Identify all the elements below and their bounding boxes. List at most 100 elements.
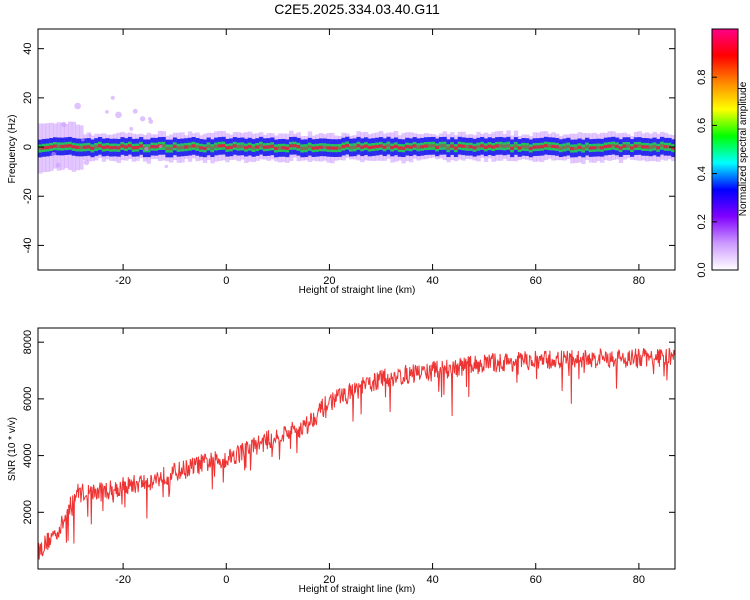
heatmap-cell bbox=[86, 145, 92, 149]
heatmap-cell bbox=[307, 145, 313, 149]
heatmap-cell bbox=[266, 145, 271, 149]
heatmap-cell bbox=[255, 145, 260, 149]
heatmap-cell bbox=[341, 144, 346, 149]
heatmap-cell bbox=[615, 144, 620, 149]
heatmap-cell bbox=[547, 144, 552, 148]
snr-frame bbox=[37, 327, 676, 570]
spectrogram-y-label: Frequency (Hz) bbox=[7, 115, 18, 184]
heatmap-cell bbox=[79, 145, 84, 150]
heatmap-speckle bbox=[61, 121, 67, 128]
heatmap-cell bbox=[453, 146, 459, 150]
snr-x-label: Height of straight line (km) bbox=[299, 584, 416, 595]
heatmap-cell bbox=[465, 145, 470, 149]
heatmap-cell bbox=[330, 146, 335, 150]
colorbar-tick-label: 0.6 bbox=[696, 118, 708, 133]
heatmap-cell bbox=[450, 144, 455, 148]
heatmap-cell bbox=[585, 144, 590, 149]
heatmap-cell bbox=[513, 144, 519, 148]
heatmap-cell bbox=[457, 144, 463, 148]
heatmap-cell bbox=[510, 146, 515, 150]
heatmap-cell bbox=[296, 145, 301, 149]
heatmap-cell bbox=[236, 145, 241, 149]
heatmap-cell bbox=[112, 145, 118, 150]
heatmap-cell bbox=[498, 144, 504, 148]
heatmap-cell bbox=[217, 144, 223, 148]
y-tick-label: 4000 bbox=[22, 443, 34, 467]
heatmap-cell bbox=[244, 145, 249, 150]
heatmap-cell bbox=[408, 145, 414, 149]
heatmap-cell bbox=[326, 146, 331, 150]
heatmap-cell bbox=[652, 144, 657, 149]
heatmap-cell bbox=[502, 144, 507, 149]
heatmap-cell bbox=[405, 145, 410, 149]
heatmap-cell bbox=[262, 145, 268, 149]
spectrogram-frame bbox=[37, 28, 676, 271]
heatmap-cell bbox=[315, 146, 320, 150]
heatmap-speckle bbox=[159, 144, 163, 149]
y-tick-label: 40 bbox=[22, 43, 34, 55]
heatmap-cell bbox=[232, 144, 238, 148]
heatmap-cell bbox=[382, 145, 388, 149]
heatmap-cell bbox=[116, 146, 122, 150]
heatmap-cell bbox=[592, 146, 597, 150]
heatmap-speckle bbox=[140, 116, 146, 122]
heatmap-speckle bbox=[132, 108, 138, 114]
heatmap-cell bbox=[472, 146, 478, 150]
spectrogram-x-ticks: -20 0 20 40 60 80 bbox=[115, 29, 645, 287]
heatmap-cell bbox=[611, 144, 616, 148]
heatmap-cell bbox=[427, 144, 433, 148]
heatmap-cell bbox=[322, 145, 328, 149]
heatmap-cell bbox=[390, 145, 395, 150]
heatmap-cell bbox=[648, 145, 654, 150]
heatmap-cell bbox=[562, 145, 567, 150]
x-tick-label: 40 bbox=[426, 275, 438, 287]
x-tick-label: 60 bbox=[530, 275, 542, 287]
heatmap-cell bbox=[120, 144, 125, 148]
heatmap-cell bbox=[622, 144, 627, 148]
heatmap-cell bbox=[435, 145, 440, 149]
heatmap-cell bbox=[274, 146, 279, 151]
heatmap-cell bbox=[52, 144, 58, 148]
heatmap-cell bbox=[221, 144, 226, 148]
heatmap-cell bbox=[206, 144, 211, 149]
heatmap-cell bbox=[536, 145, 541, 149]
x-tick-label: 80 bbox=[633, 275, 645, 287]
snr-x-ticks: -20 0 20 40 60 80 bbox=[115, 328, 645, 586]
colorbar-tick-label: 0.0 bbox=[696, 262, 708, 277]
colorbar-label: Normalized spectral amplitude bbox=[738, 81, 749, 216]
heatmap-cell bbox=[671, 146, 675, 150]
heatmap-cell bbox=[371, 145, 376, 149]
heatmap-cell bbox=[300, 146, 305, 151]
heatmap-cell bbox=[49, 145, 54, 149]
heatmap-cell bbox=[656, 146, 661, 150]
heatmap-cell bbox=[240, 144, 245, 148]
heatmap-cell bbox=[603, 144, 609, 149]
heatmap-cell bbox=[71, 145, 77, 149]
heatmap-cell bbox=[277, 146, 283, 150]
heatmap-cell bbox=[154, 145, 159, 149]
heatmap-cell bbox=[210, 146, 215, 150]
heatmap-cell bbox=[517, 146, 522, 150]
heatmap-cell bbox=[588, 146, 594, 150]
heatmap-cell bbox=[191, 144, 196, 148]
heatmap-cell bbox=[558, 146, 564, 150]
heatmap-cell bbox=[75, 145, 80, 150]
heatmap-speckle bbox=[81, 138, 85, 142]
x-tick-label: -20 bbox=[115, 275, 131, 287]
heatmap-speckle bbox=[110, 95, 115, 100]
heatmap-cell bbox=[90, 146, 95, 150]
heatmap-cell bbox=[304, 146, 309, 150]
heatmap-cell bbox=[641, 145, 646, 149]
heatmap-cell bbox=[352, 145, 358, 149]
heatmap-cell bbox=[67, 144, 73, 148]
heatmap-cell bbox=[124, 145, 129, 149]
heatmap-cell bbox=[105, 145, 110, 149]
x-tick-label: 0 bbox=[223, 275, 229, 287]
y-tick-label: 6000 bbox=[22, 387, 34, 411]
heatmap-speckle bbox=[129, 126, 134, 131]
heatmap-cell bbox=[270, 144, 275, 148]
heatmap-cell bbox=[161, 144, 166, 148]
heatmap-cell bbox=[60, 144, 65, 149]
x-tick-label: -20 bbox=[115, 574, 131, 586]
